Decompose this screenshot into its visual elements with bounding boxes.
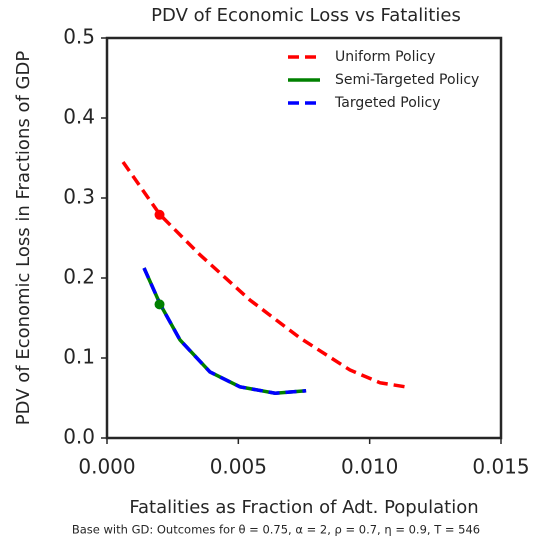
legend-label: Uniform Policy (335, 49, 435, 65)
y-tick-label: 0.4 (63, 105, 95, 129)
x-tick-label: 0.005 (210, 455, 267, 479)
x-tick-label: 0.000 (78, 455, 135, 479)
point-marker (154, 299, 165, 310)
chart-title: PDV of Economic Loss vs Fatalities (151, 5, 461, 26)
point-marker (154, 209, 165, 220)
y-axis-label: PDV of Economic Loss in Fractions of GDP (13, 51, 34, 426)
legend-label: Semi-Targeted Policy (335, 72, 479, 88)
y-tick-label: 0.2 (63, 265, 95, 289)
x-axis-label: Fatalities as Fraction of Adt. Populatio… (129, 497, 478, 518)
series-line (142, 267, 307, 395)
x-tick-label: 0.010 (341, 455, 398, 479)
y-tick-label: 0.1 (63, 345, 95, 369)
caption: Base with GD: Outcomes for θ = 0.75, α =… (72, 523, 480, 537)
x-tick-label: 0.015 (472, 455, 529, 479)
plot-frame (105, 36, 503, 440)
legend-label: Targeted Policy (334, 95, 441, 111)
series-line (142, 267, 307, 395)
y-tick-label: 0.0 (63, 425, 95, 449)
y-tick-label: 0.3 (63, 185, 95, 209)
y-tick-label: 0.5 (63, 25, 95, 49)
series-line (121, 160, 406, 389)
